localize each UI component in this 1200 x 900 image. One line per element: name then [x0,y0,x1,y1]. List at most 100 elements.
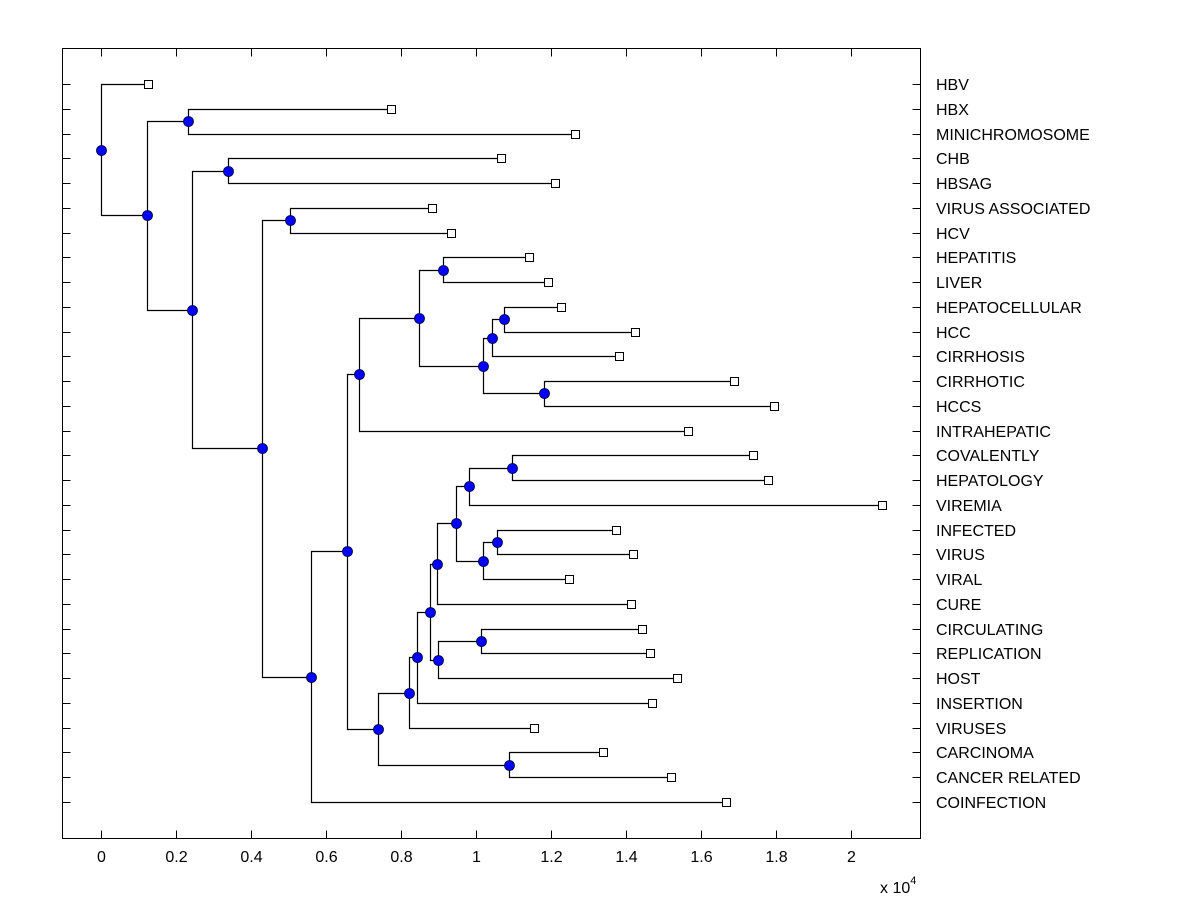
node-marker-n26 [433,655,444,666]
leaf-label: CHB [936,151,970,168]
leaf-marker-HCCS [770,402,779,411]
branch-COINF [310,677,727,804]
branch-n27 [437,640,482,661]
branch-CANCER [508,765,672,779]
node-marker-n1 [142,210,153,221]
leaf-labels: HBV HBX MINICHROMOSOME CHB HBSAG VIRUS ASSOCI… [936,77,1090,812]
branch-HBX [187,108,392,122]
markers [96,80,887,807]
leaf-label: HEPATOLOGY [936,473,1044,490]
leaf-marker-HBSAG [551,179,560,188]
x-tick-label: 2 [847,849,856,866]
node-marker-n3 [187,305,198,316]
branch-HCV [289,220,452,235]
branch-n23 [468,467,513,487]
node-marker-n6 [285,215,296,226]
x-tick-label: 1.4 [615,849,637,866]
branch-n8 [310,550,348,678]
node-marker-n20 [432,559,443,570]
leaf-marker-LIVER [544,278,553,287]
x-tick-label: 0.2 [165,849,187,866]
branch-n20 [429,563,438,613]
branch-VA [289,207,433,221]
plot-frame [62,48,921,839]
leaf-label: MINICHROMOSOME [936,127,1090,144]
leaf-marker-HEPC [557,303,566,312]
branch-LIVER [442,270,549,284]
branch-CHB [227,157,502,172]
leaf-label: CANCER RELATED [936,770,1081,787]
leaf-marker-HCC [631,328,640,337]
branch-CIRC [480,628,643,642]
branch-n18 [408,656,418,694]
leaf-marker-VIRUSES [530,724,539,733]
node-marker-n22 [464,481,475,492]
leaf-marker-CIRC [638,625,647,634]
branch-n9 [346,373,360,552]
node-marker-n7 [306,672,317,683]
leaf-label: VIRUSES [936,721,1006,738]
branch-INTRA [358,374,689,433]
x-tick-label: 1.2 [540,849,562,866]
leaf-label: VIRUS ASSOCIATED [936,201,1090,218]
leaf-label: REPLICATION [936,646,1042,663]
leaf-marker-REPL [646,649,655,658]
x-multiplier-label: x 104 [880,875,916,897]
x-ticks: 0 0.2 0.4 0.6 0.8 1 1.2 1.4 1.6 1.8 2 [97,48,856,866]
leaf-marker-CARC [599,748,608,757]
leaf-label: CIRRHOTIC [936,374,1025,391]
leaf-label: LIVER [936,275,982,292]
branch-HEPATOLOGY [511,468,769,482]
leaf-marker-INSERTION [648,699,657,708]
leaf-label: CARCINOMA [936,745,1034,762]
leaf-label: INTRAHEPATIC [936,424,1051,441]
branch-VIREMIA [468,486,883,507]
branch-VIRAL [482,561,570,581]
branch-n6 [261,219,291,449]
node-marker-n14 [499,314,510,325]
branch-n17 [377,692,410,730]
leaf-marker-HBX [387,105,396,114]
x-tick-label: 0.8 [390,849,412,866]
branch-n22 [455,485,470,524]
node-marker-n17 [404,688,415,699]
branch-COV [511,454,754,469]
leaf-marker-VIRAL [565,575,574,584]
leaf-marker-HBV [144,80,153,89]
leaf-marker-COV [749,451,758,460]
branch-n2 [146,120,189,216]
leaf-label: VIRUS [936,547,985,564]
node-marker-n13 [487,333,498,344]
node-marker-n15 [539,388,550,399]
branch-HOST [437,660,678,680]
node-marker-n25 [492,537,503,548]
x-tick-label: 1 [472,849,481,866]
node-marker-n8 [342,546,353,557]
node-marker-n9 [354,369,365,380]
x-tick-label: 0.4 [240,849,262,866]
leaf-marker-INTRA [684,427,693,436]
node-marker-n23 [507,463,518,474]
leaf-marker-CANCER [667,773,676,782]
x-tick-label: 1.8 [765,849,787,866]
node-marker-n10 [414,313,425,324]
leaf-marker-COINF [722,798,731,807]
node-marker-n27 [476,636,487,647]
branch-VIRUSES [408,693,535,730]
branch-n5 [191,310,263,450]
node-marker-n2 [183,116,194,127]
leaf-label: HBV [936,77,969,94]
branch-HCC [503,319,636,334]
leaf-marker-HOST [673,674,682,683]
branch-n15 [482,366,545,395]
x-multiplier-exponent: 4 [910,875,916,887]
branch-n24 [455,523,484,563]
branch-n4 [191,170,229,311]
leaf-marker-CHB [497,154,506,163]
branch-n28 [377,729,510,767]
node-marker-n21 [451,518,462,529]
branch-CARC [508,751,604,766]
branch-CIRRHOTIC [543,380,735,394]
node-marker-n19 [425,607,436,618]
